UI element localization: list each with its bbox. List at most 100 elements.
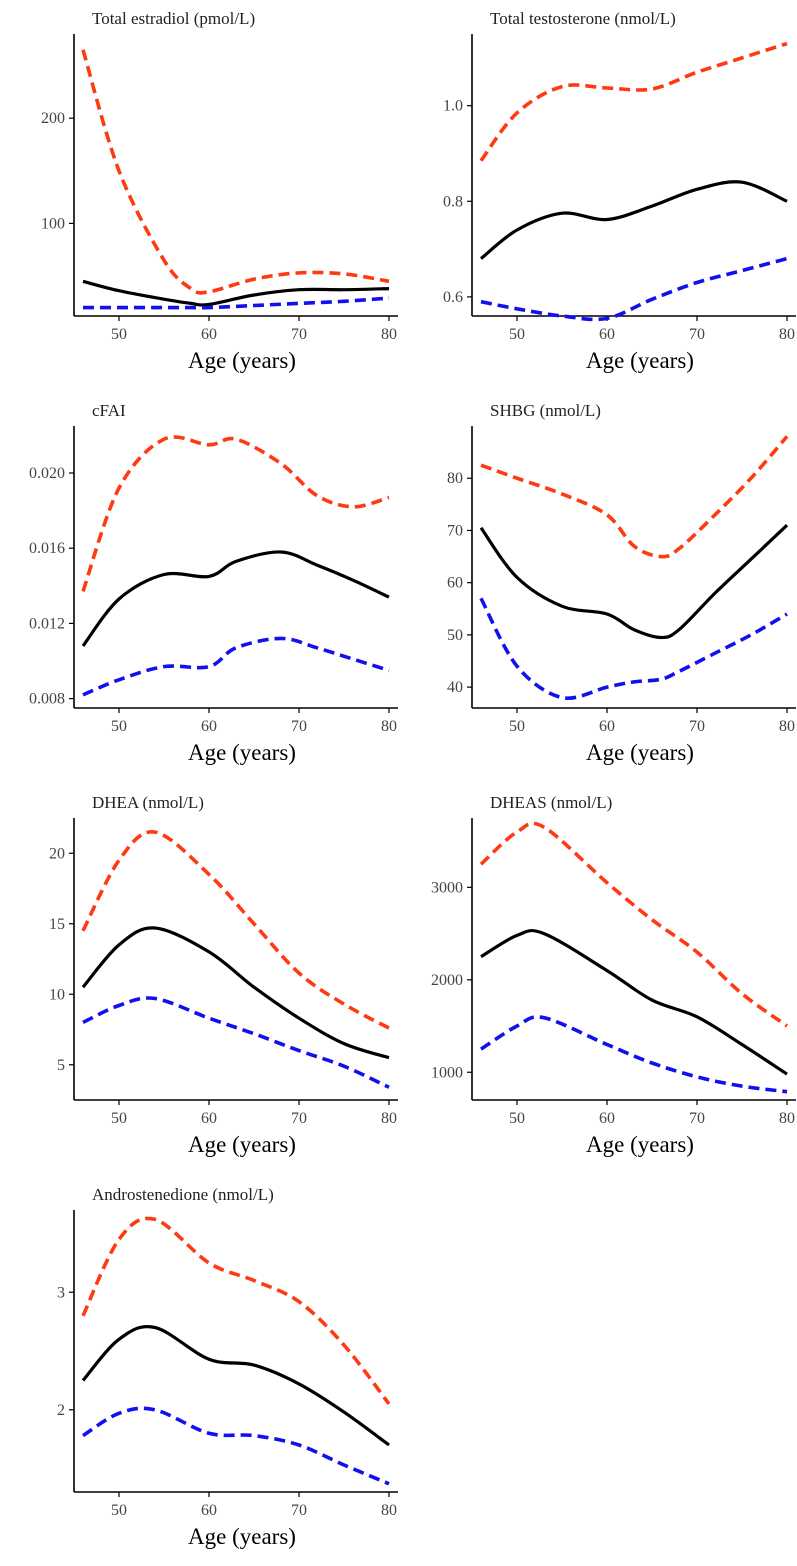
chart-title: SHBG (nmol/L) [490, 401, 601, 420]
y-tick-label: 60 [447, 575, 463, 592]
series-line-median [81, 926, 390, 1060]
series-line-median [480, 928, 788, 1076]
y-tick-label: 100 [41, 215, 65, 232]
x-tick-label: 70 [291, 1502, 307, 1519]
y-tick-label: 5 [57, 1057, 65, 1074]
x-tick-label: 60 [201, 1110, 217, 1127]
y-tick-label: 0.012 [29, 615, 65, 632]
chart-shbg: SHBG (nmol/L) 40 50 60 70 80 50 60 70 80 Age (year… [447, 401, 796, 765]
panel-cfai: cFAI 0.008 0.012 0.016 0.020 50 60 70 80 Age (yea… [0, 392, 400, 782]
panel-shbg: SHBG (nmol/L) 40 50 60 70 80 50 60 70 80 Age (year… [398, 392, 797, 782]
series-line-upper [479, 821, 789, 1028]
x-axis-label: Age (years) [586, 740, 694, 765]
x-tick-label: 80 [381, 326, 397, 343]
y-tick-label: 0.8 [443, 193, 463, 210]
series-line-upper [479, 41, 788, 162]
x-tick-label: 70 [291, 718, 307, 735]
y-tick-label: 20 [49, 845, 65, 862]
y-tick-label: 200 [41, 110, 65, 127]
x-axis-label: Age (years) [188, 1132, 296, 1157]
y-tick-label: 70 [447, 522, 463, 539]
x-tick-label: 60 [201, 718, 217, 735]
x-tick-label: 70 [291, 1110, 307, 1127]
x-axis-label: Age (years) [586, 348, 694, 373]
x-tick-label: 50 [111, 718, 127, 735]
x-tick-label: 50 [111, 326, 127, 343]
y-tick-label: 0.020 [29, 465, 65, 482]
series-line-median [479, 180, 788, 260]
chart-title: DHEA (nmol/L) [92, 793, 204, 812]
panel-total-estradiol: Total estradiol (pmol/L) 100 200 50 60 70 80 Ag… [0, 0, 400, 390]
series-line-upper [480, 435, 789, 559]
chart-title: DHEAS (nmol/L) [490, 793, 612, 812]
series-line-lower [479, 597, 788, 701]
x-tick-label: 70 [291, 326, 307, 343]
series-line-lower [83, 296, 390, 310]
y-tick-label: 3000 [431, 879, 463, 896]
series-line-upper [81, 435, 390, 592]
y-tick-label: 0.008 [29, 691, 65, 708]
chart-title: Total estradiol (pmol/L) [92, 9, 255, 28]
chart-dheas: DHEAS (nmol/L) 1000 2000 3000 50 60 70 80 Age (y… [431, 793, 796, 1157]
chart-title: cFAI [92, 401, 126, 420]
y-tick-label: 80 [447, 470, 463, 487]
series-line-upper [81, 830, 390, 1030]
x-tick-label: 50 [111, 1502, 127, 1519]
x-tick-label: 80 [381, 1502, 397, 1519]
x-tick-label: 60 [201, 1502, 217, 1519]
series-line-median [81, 1325, 390, 1447]
x-axis-label: Age (years) [586, 1132, 694, 1157]
y-tick-label: 2000 [431, 972, 463, 989]
panel-dheas: DHEAS (nmol/L) 1000 2000 3000 50 60 70 80 Age (y… [398, 784, 797, 1174]
y-tick-label: 1.0 [443, 98, 463, 115]
series-line-median [82, 279, 390, 307]
x-axis-label: Age (years) [188, 740, 296, 765]
y-tick-label: 50 [447, 627, 463, 644]
x-tick-label: 50 [111, 1110, 127, 1127]
y-tick-label: 40 [447, 679, 463, 696]
series-line-lower [82, 636, 390, 697]
y-tick-label: 10 [49, 986, 65, 1003]
chart-total-estradiol: Total estradiol (pmol/L) 100 200 50 60 70 80 Ag… [41, 9, 398, 373]
x-tick-label: 70 [689, 718, 705, 735]
chart-cfai: cFAI 0.008 0.012 0.016 0.020 50 60 70 80 Age (yea… [29, 401, 398, 765]
series-line-lower [480, 256, 788, 322]
series-line-lower [480, 1015, 788, 1094]
x-tick-label: 80 [381, 718, 397, 735]
x-tick-label: 70 [689, 1110, 705, 1127]
panel-total-testosterone: Total testosterone (nmol/L) 0.6 0.8 1.0 50 60… [398, 0, 797, 390]
x-tick-label: 80 [779, 326, 795, 343]
series-line-lower [82, 1406, 390, 1486]
series-line-median [81, 550, 390, 647]
panel-androstenedione: Androstenedione (nmol/L) 2 3 50 60 70 80 Age (y… [0, 1176, 400, 1566]
panel-dhea: DHEA (nmol/L) 5 10 15 20 50 60 70 80 Age (years) [0, 784, 400, 1174]
x-axis-label: Age (years) [188, 348, 296, 373]
series-line-median [479, 524, 789, 640]
x-tick-label: 50 [509, 1110, 525, 1127]
chart-title: Androstenedione (nmol/L) [92, 1185, 274, 1204]
y-tick-label: 2 [57, 1402, 65, 1419]
chart-total-testosterone: Total testosterone (nmol/L) 0.6 0.8 1.0 50 60… [443, 9, 796, 373]
x-tick-label: 60 [599, 718, 615, 735]
chart-androstenedione: Androstenedione (nmol/L) 2 3 50 60 70 80 Age (y… [57, 1185, 398, 1549]
x-axis-label: Age (years) [188, 1524, 296, 1549]
series-line-lower [82, 996, 390, 1089]
y-tick-label: 0.016 [29, 540, 65, 557]
x-tick-label: 50 [509, 718, 525, 735]
x-tick-label: 70 [689, 326, 705, 343]
series-line-upper [81, 1216, 391, 1405]
x-tick-label: 80 [779, 1110, 795, 1127]
x-tick-label: 60 [599, 326, 615, 343]
chart-title: Total testosterone (nmol/L) [490, 9, 676, 28]
y-tick-label: 0.6 [443, 289, 463, 306]
y-tick-label: 1000 [431, 1064, 463, 1081]
x-tick-label: 80 [779, 718, 795, 735]
x-tick-label: 80 [381, 1110, 397, 1127]
x-tick-label: 60 [599, 1110, 615, 1127]
y-tick-label: 15 [49, 916, 65, 933]
y-tick-label: 3 [57, 1284, 65, 1301]
chart-dhea: DHEA (nmol/L) 5 10 15 20 50 60 70 80 Age (years) [49, 793, 398, 1157]
x-tick-label: 60 [201, 326, 217, 343]
x-tick-label: 50 [509, 326, 525, 343]
